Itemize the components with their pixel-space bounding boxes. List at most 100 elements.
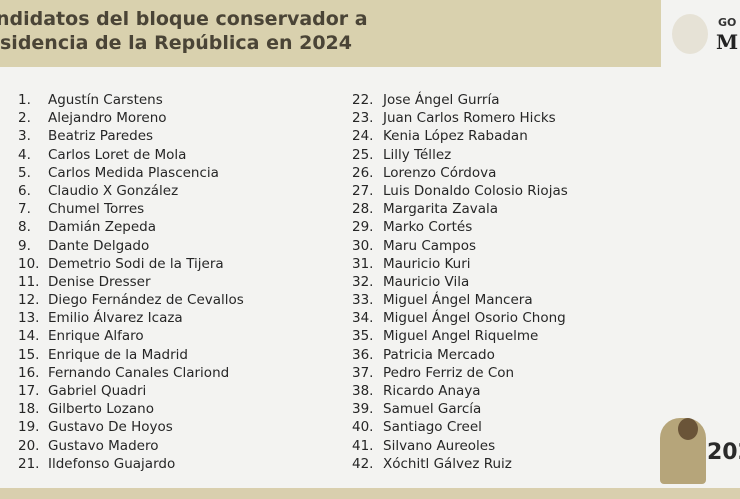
candidate-name: Fernando Canales Clariond <box>48 364 230 381</box>
candidate-name: Silvano Aureoles <box>383 437 496 454</box>
item-number: 1. <box>18 92 31 108</box>
candidate-name: Emilio Álvarez Icaza <box>48 310 183 327</box>
item-number: 8. <box>18 219 31 236</box>
item-number: 3. <box>18 128 31 145</box>
list-item: 39. Samuel García <box>352 400 568 418</box>
list-item: 5. Carlos Medida Plascencia <box>18 164 244 182</box>
item-number: 27. <box>352 182 374 199</box>
item-number: 10. <box>18 255 40 272</box>
list-item: 8. Damián Zepeda <box>18 218 244 236</box>
list-item: 19. Gustavo De Hoyos <box>18 418 244 436</box>
candidate-name: Ildefonso Guajardo <box>48 455 176 472</box>
item-number: 20. <box>18 437 40 454</box>
list-item: 34. Miguel Ángel Osorio Chong <box>352 309 568 327</box>
item-number: 4. <box>18 146 31 163</box>
candidate-name: Carlos Medida Plascencia <box>48 164 219 181</box>
item-number: 42. <box>352 455 374 472</box>
candidate-name: Ricardo Anaya <box>383 383 481 399</box>
government-seal-icon <box>672 14 708 54</box>
candidate-name: Miguel Ángel Mancera <box>383 292 533 309</box>
item-number: 33. <box>352 292 374 309</box>
item-number: 40. <box>352 419 374 436</box>
candidate-name: Pedro Ferriz de Con <box>383 364 515 381</box>
candidate-name: Beatriz Paredes <box>48 128 154 145</box>
candidate-name: Gabriel Quadri <box>48 383 147 399</box>
candidate-name: Diego Fernández de Cevallos <box>48 292 244 309</box>
list-item: 16. Fernando Canales Clariond <box>18 364 244 382</box>
candidate-name: Patricia Mercado <box>383 346 495 363</box>
item-number: 32. <box>352 273 374 290</box>
item-number: 28. <box>352 201 374 218</box>
item-number: 38. <box>352 383 374 399</box>
candidate-name: Enrique de la Madrid <box>48 346 188 363</box>
title-line-1: ndidatos del bloque conservador a <box>0 8 368 30</box>
list-item: 25. Lilly Téllez <box>352 146 568 164</box>
list-item: 4. Carlos Loret de Mola <box>18 146 244 164</box>
item-number: 15. <box>18 346 40 363</box>
title-line-2: sidencia de la República en 2024 <box>0 32 352 54</box>
list-item: 27. Luis Donaldo Colosio Riojas <box>352 182 568 200</box>
list-item: 35. Miguel Angel Riquelme <box>352 327 568 345</box>
item-number: 5. <box>18 164 31 181</box>
candidate-name: Gilberto Lozano <box>48 401 154 418</box>
list-item: 41. Silvano Aureoles <box>352 437 568 455</box>
candidate-name: Lilly Téllez <box>383 146 452 163</box>
candidate-name: Lorenzo Córdova <box>383 164 497 181</box>
candidate-name: Mauricio Vila <box>383 273 470 290</box>
candidate-name: Mauricio Kuri <box>383 255 471 272</box>
item-number: 9. <box>18 237 31 254</box>
candidate-name: Chumel Torres <box>48 201 145 218</box>
item-number: 17. <box>18 383 40 399</box>
item-number: 35. <box>352 328 374 345</box>
list-item: 28. Margarita Zavala <box>352 200 568 218</box>
candidate-name: Dante Delgado <box>48 237 150 254</box>
item-number: 26. <box>352 164 374 181</box>
item-number: 14. <box>18 328 40 345</box>
candidate-name: Denise Dresser <box>48 273 151 290</box>
candidate-name: Jose Ángel Gurría <box>383 92 500 108</box>
list-item: 1. Agustín Carstens <box>18 91 244 109</box>
gov-logo-text: GO <box>718 16 737 29</box>
item-number: 18. <box>18 401 40 418</box>
item-number: 12. <box>18 292 40 309</box>
item-number: 7. <box>18 201 31 218</box>
item-number: 11. <box>18 273 40 290</box>
candidate-name: Miguel Angel Riquelme <box>383 328 539 345</box>
list-item: 33. Miguel Ángel Mancera <box>352 291 568 309</box>
list-item: 31. Mauricio Kuri <box>352 255 568 273</box>
candidate-name: Xóchitl Gálvez Ruiz <box>383 455 512 472</box>
year-badge: 202 <box>707 440 740 465</box>
candidate-name: Gustavo De Hoyos <box>48 419 173 436</box>
list-item: 13. Emilio Álvarez Icaza <box>18 309 244 327</box>
candidate-name: Enrique Alfaro <box>48 328 144 345</box>
candidate-name: Carlos Loret de Mola <box>48 146 187 163</box>
item-number: 6. <box>18 182 31 199</box>
list-item: 14. Enrique Alfaro <box>18 327 244 345</box>
list-item: 2. Alejandro Moreno <box>18 109 244 127</box>
item-number: 23. <box>352 110 374 127</box>
candidate-name: Samuel García <box>383 401 482 418</box>
item-number: 36. <box>352 346 374 363</box>
bottom-band <box>0 488 740 499</box>
candidate-name: Miguel Ángel Osorio Chong <box>383 310 566 327</box>
candidate-name: Margarita Zavala <box>383 201 499 218</box>
list-item: 21. Ildefonso Guajardo <box>18 455 244 473</box>
item-number: 21. <box>18 455 40 472</box>
list-item: 17. Gabriel Quadri <box>18 382 244 400</box>
list-item: 40. Santiago Creel <box>352 418 568 436</box>
candidate-name: Claudio X González <box>48 182 179 199</box>
list-item: 3. Beatriz Paredes <box>18 127 244 145</box>
page-title: ndidatos del bloque conservador a sidenc… <box>0 7 368 55</box>
gov-logo-text-large: M <box>716 30 739 54</box>
candidate-name: Luis Donaldo Colosio Riojas <box>383 182 568 199</box>
item-number: 22. <box>352 92 374 108</box>
list-item: 26. Lorenzo Córdova <box>352 164 568 182</box>
candidate-name: Santiago Creel <box>383 419 482 436</box>
list-item: 23. Juan Carlos Romero Hicks <box>352 109 568 127</box>
item-number: 16. <box>18 364 40 381</box>
list-item: 32. Mauricio Vila <box>352 273 568 291</box>
item-number: 2. <box>18 110 31 127</box>
list-item: 9. Dante Delgado <box>18 237 244 255</box>
candidate-name: Gustavo Madero <box>48 437 159 454</box>
list-item: 38. Ricardo Anaya <box>352 382 568 400</box>
